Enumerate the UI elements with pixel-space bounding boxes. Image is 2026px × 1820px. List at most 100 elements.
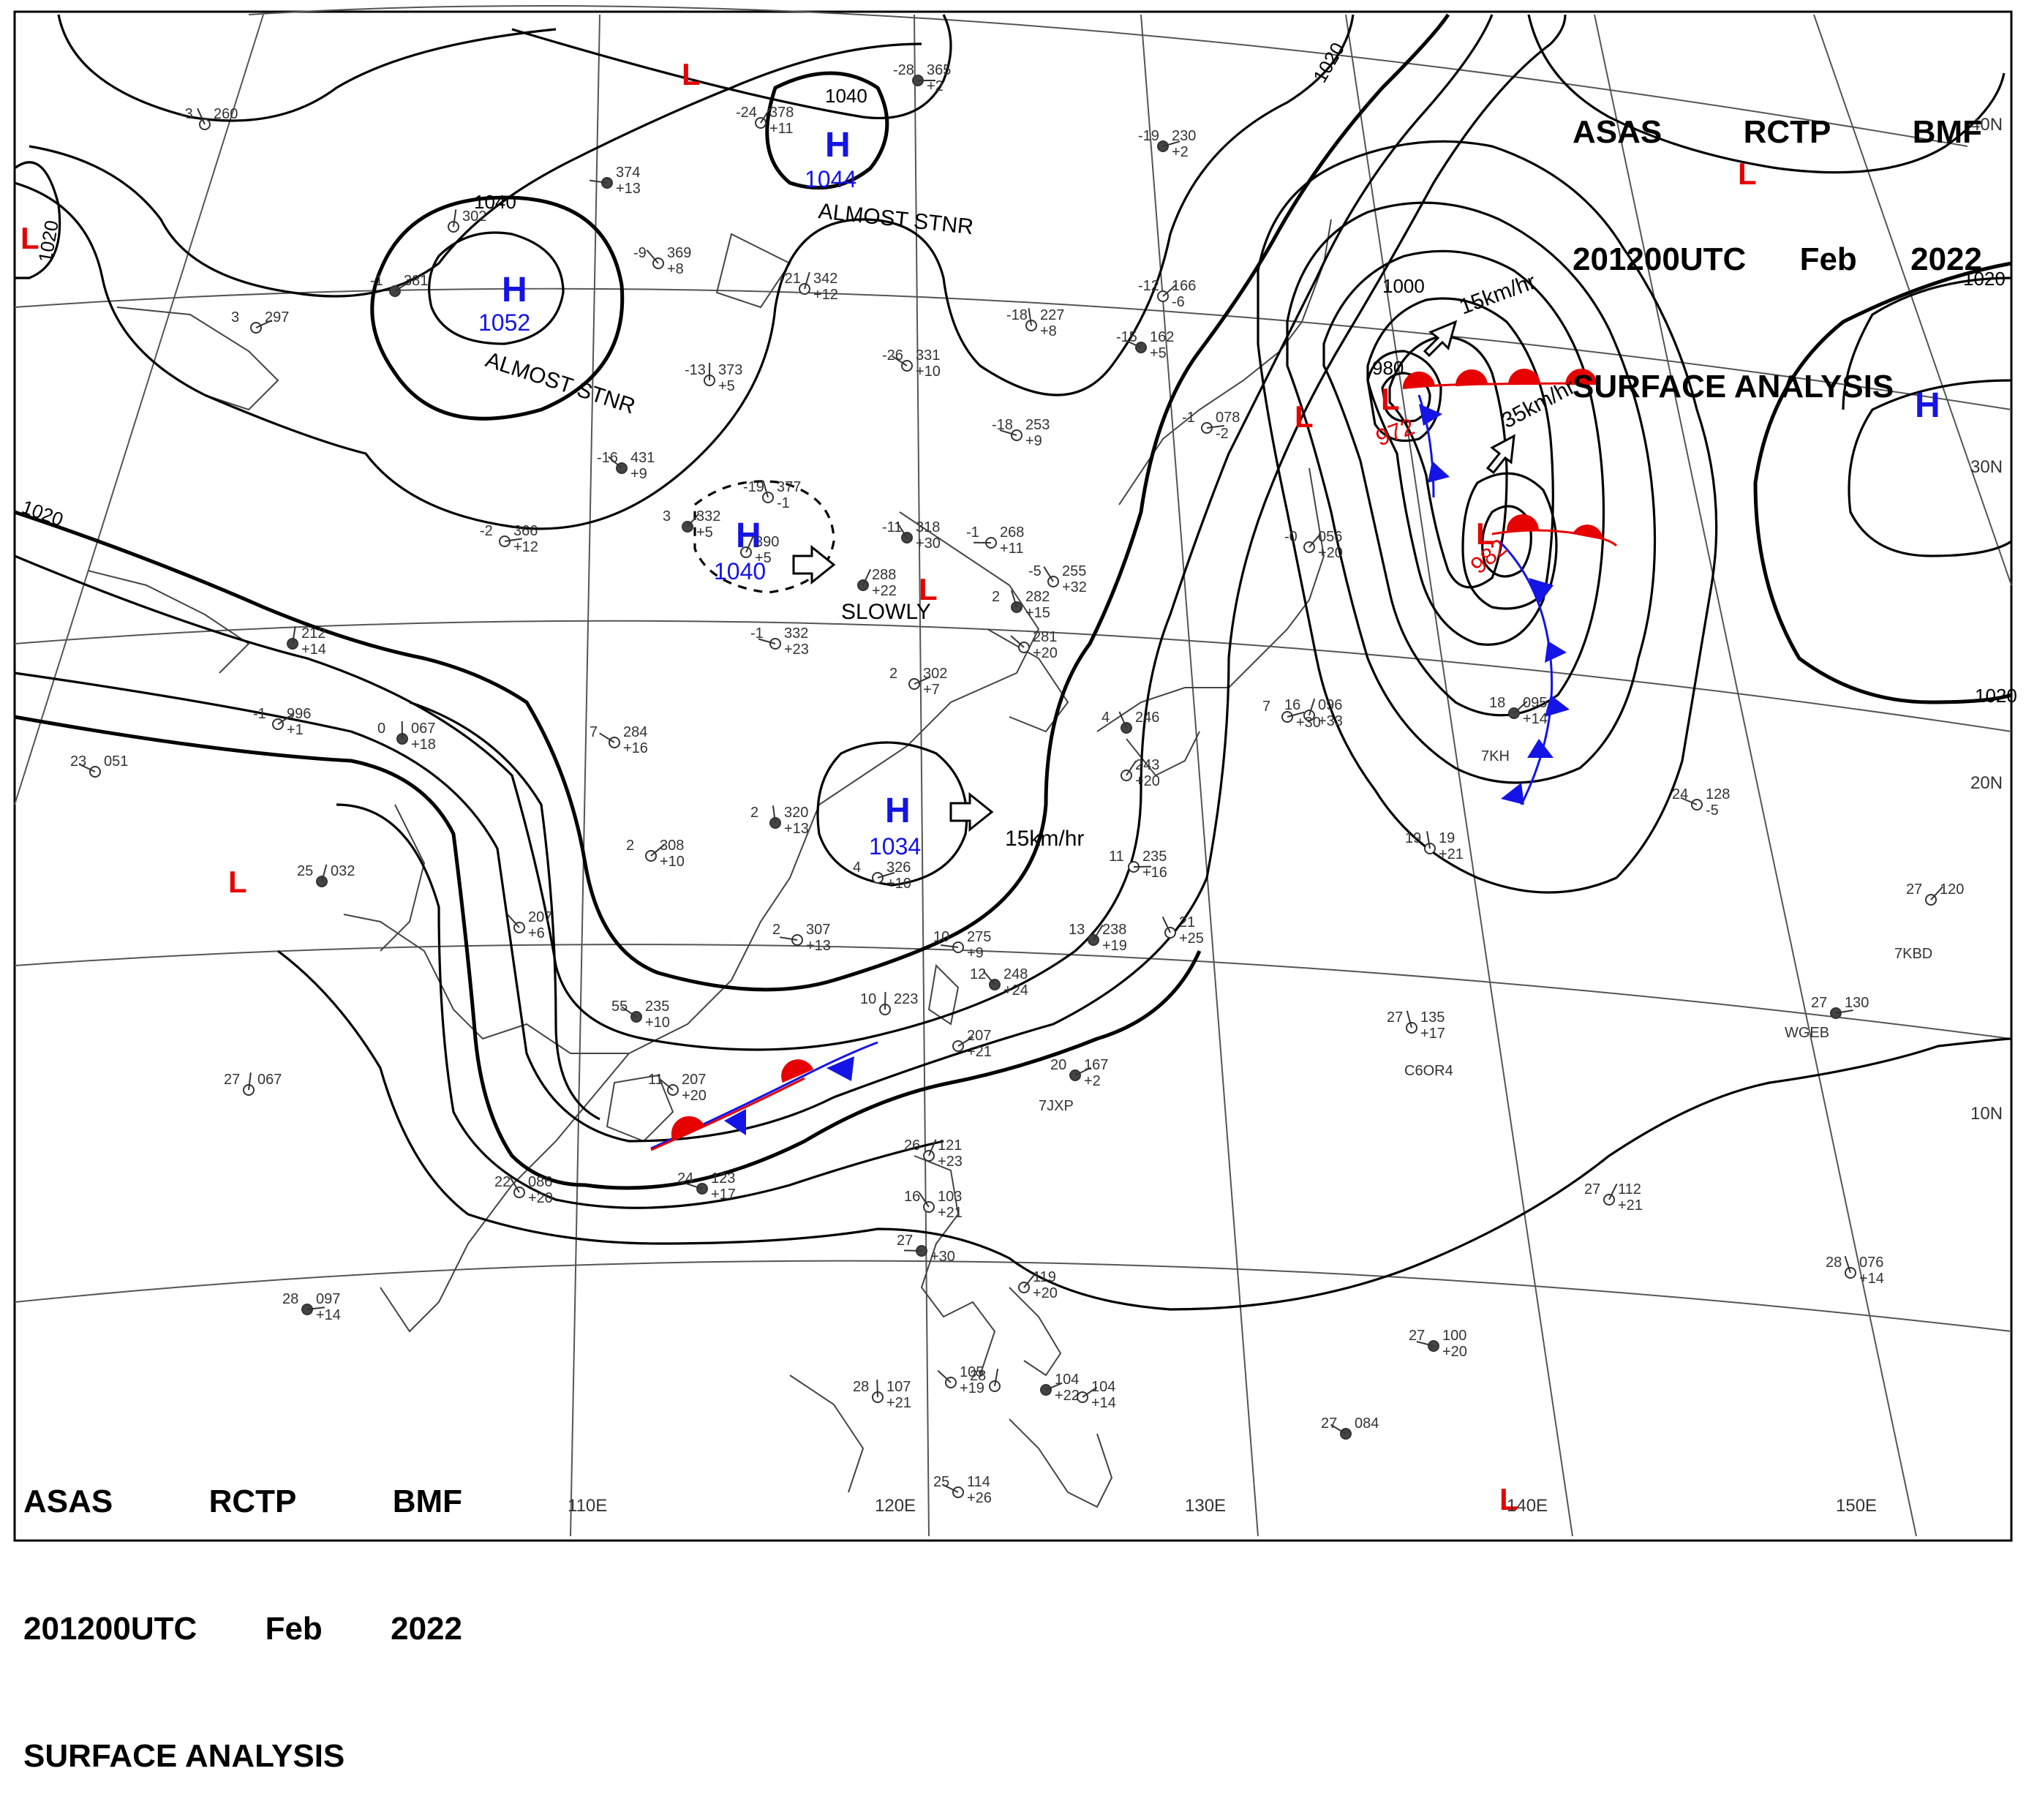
station-pressure: 223 [894,991,918,1007]
movement-note: 15km/hr [1005,827,1084,851]
station-temperature: 7 [1262,699,1270,715]
movement-note: SLOWLY [841,600,931,624]
station-tendency: +21 [967,1044,992,1060]
high-pressure-value: 1034 [869,833,921,860]
station-tendency: +5 [696,524,713,541]
station-tendency: +5 [718,378,735,394]
station-pressure: 268 [1000,524,1024,541]
station-pressure: 996 [287,706,311,722]
station-temperature: 4 [1102,710,1110,726]
station-temperature: 22 [494,1174,511,1190]
station-pressure: 253 [1025,417,1050,433]
station-tendency: +21 [938,1205,963,1221]
station-tendency: +20 [1033,645,1058,661]
station-tendency: +30 [1296,715,1321,731]
station-pressure: 235 [645,999,669,1015]
low-symbol: L [20,221,39,255]
station-pressure: 104 [1055,1372,1079,1388]
station-temperature: 11 [648,1072,663,1088]
station-tendency: +9 [1025,433,1042,449]
station-pressure: 212 [301,625,325,642]
station-temperature: 3 [231,309,239,326]
station-pressure: 373 [718,362,742,378]
station-pressure: 207 [682,1072,706,1088]
station-temperature: 16 [1284,697,1300,713]
station-pressure: 167 [1084,1057,1108,1073]
station-temperature: 10 [933,929,949,945]
station-tendency: -1 [777,495,790,511]
station-tendency: +30 [916,535,941,552]
station-pressure: 135 [1420,1009,1445,1026]
station-tendency: +21 [1439,846,1464,862]
station-tendency: +14 [1859,1271,1884,1287]
station-temperature: 20 [1050,1057,1066,1073]
station-tendency: +20 [682,1088,707,1104]
station-pressure: 302 [923,666,947,682]
station-pressure: 056 [1318,529,1342,545]
station-temperature: 28 [853,1379,869,1395]
station-pressure: 320 [784,805,808,821]
station-tendency: +20 [1135,773,1160,789]
station-pressure: 431 [630,450,655,466]
station-pressure: 332 [784,625,808,642]
ship-callsign: 7KBD [1894,946,1932,962]
isobar-label: 1000 [1382,275,1425,297]
longitude-label: 140E [1507,1496,1548,1516]
wind-barb [877,1380,878,1397]
station-temperature: -19 [743,479,764,495]
station-pressure: 390 [755,534,779,550]
station-temperature: -1 [370,273,383,289]
station-temperature: 27 [1906,881,1922,898]
station-tendency: +21 [886,1395,911,1411]
station-tendency: +32 [1062,579,1087,595]
station-temperature: -18 [992,417,1013,433]
low-symbol: L [919,572,938,606]
station-pressure: 302 [462,208,486,225]
station-pressure: 365 [927,62,951,78]
high-symbol: H [825,126,851,165]
station-temperature: 27 [1584,1181,1600,1197]
latitude-label: 20N [1970,773,2003,793]
station-pressure: 369 [667,245,691,261]
station-temperature: 24 [1672,786,1688,802]
station-tendency: +14 [1091,1395,1116,1411]
wind-barb [904,1250,922,1251]
low-symbol: L [1381,382,1400,416]
station-pressure: 067 [257,1072,282,1088]
high-pressure-value: 1052 [478,309,530,336]
station-pressure: 227 [1040,307,1064,323]
station-pressure: 166 [1172,278,1196,294]
isobar-label: 1040 [825,85,867,107]
header-station: RCTP [209,1481,297,1523]
header-month: Feb [266,1608,323,1650]
station-pressure: 096 [1318,697,1342,713]
station-tendency: +12 [813,287,838,303]
station-temperature: -1 [1182,410,1195,426]
station-pressure: 255 [1062,563,1086,579]
station-temperature: -2 [480,523,493,539]
station-tendency: -6 [1172,294,1185,310]
station-temperature: -1 [253,706,266,722]
station-pressure: 121 [938,1138,962,1154]
station-tendency: +9 [967,945,984,961]
station-temperature: -1 [966,524,979,541]
station-tendency: +20 [1442,1344,1467,1360]
station-temperature: 7 [590,724,598,740]
station-pressure: 112 [1618,1181,1641,1197]
station-temperature: 27 [224,1072,240,1088]
station-tendency: +10 [916,364,941,380]
station-tendency: +18 [411,737,436,753]
station-pressure: 032 [331,863,355,879]
high-symbol: H [502,271,527,309]
station-pressure: 238 [1102,922,1126,938]
header-year: 2022 [1910,238,1982,281]
station-temperature: 27 [1387,1009,1403,1026]
station-temperature: 2 [772,922,780,938]
wind-barb [885,992,886,1009]
low-symbol: L [1295,399,1314,434]
station-pressure: 207 [528,909,552,925]
station-pressure: 104 [1091,1379,1115,1395]
station-tendency: +6 [528,925,545,941]
station-temperature: 2 [992,589,1000,605]
latitude-label: 10N [1970,1104,2003,1124]
